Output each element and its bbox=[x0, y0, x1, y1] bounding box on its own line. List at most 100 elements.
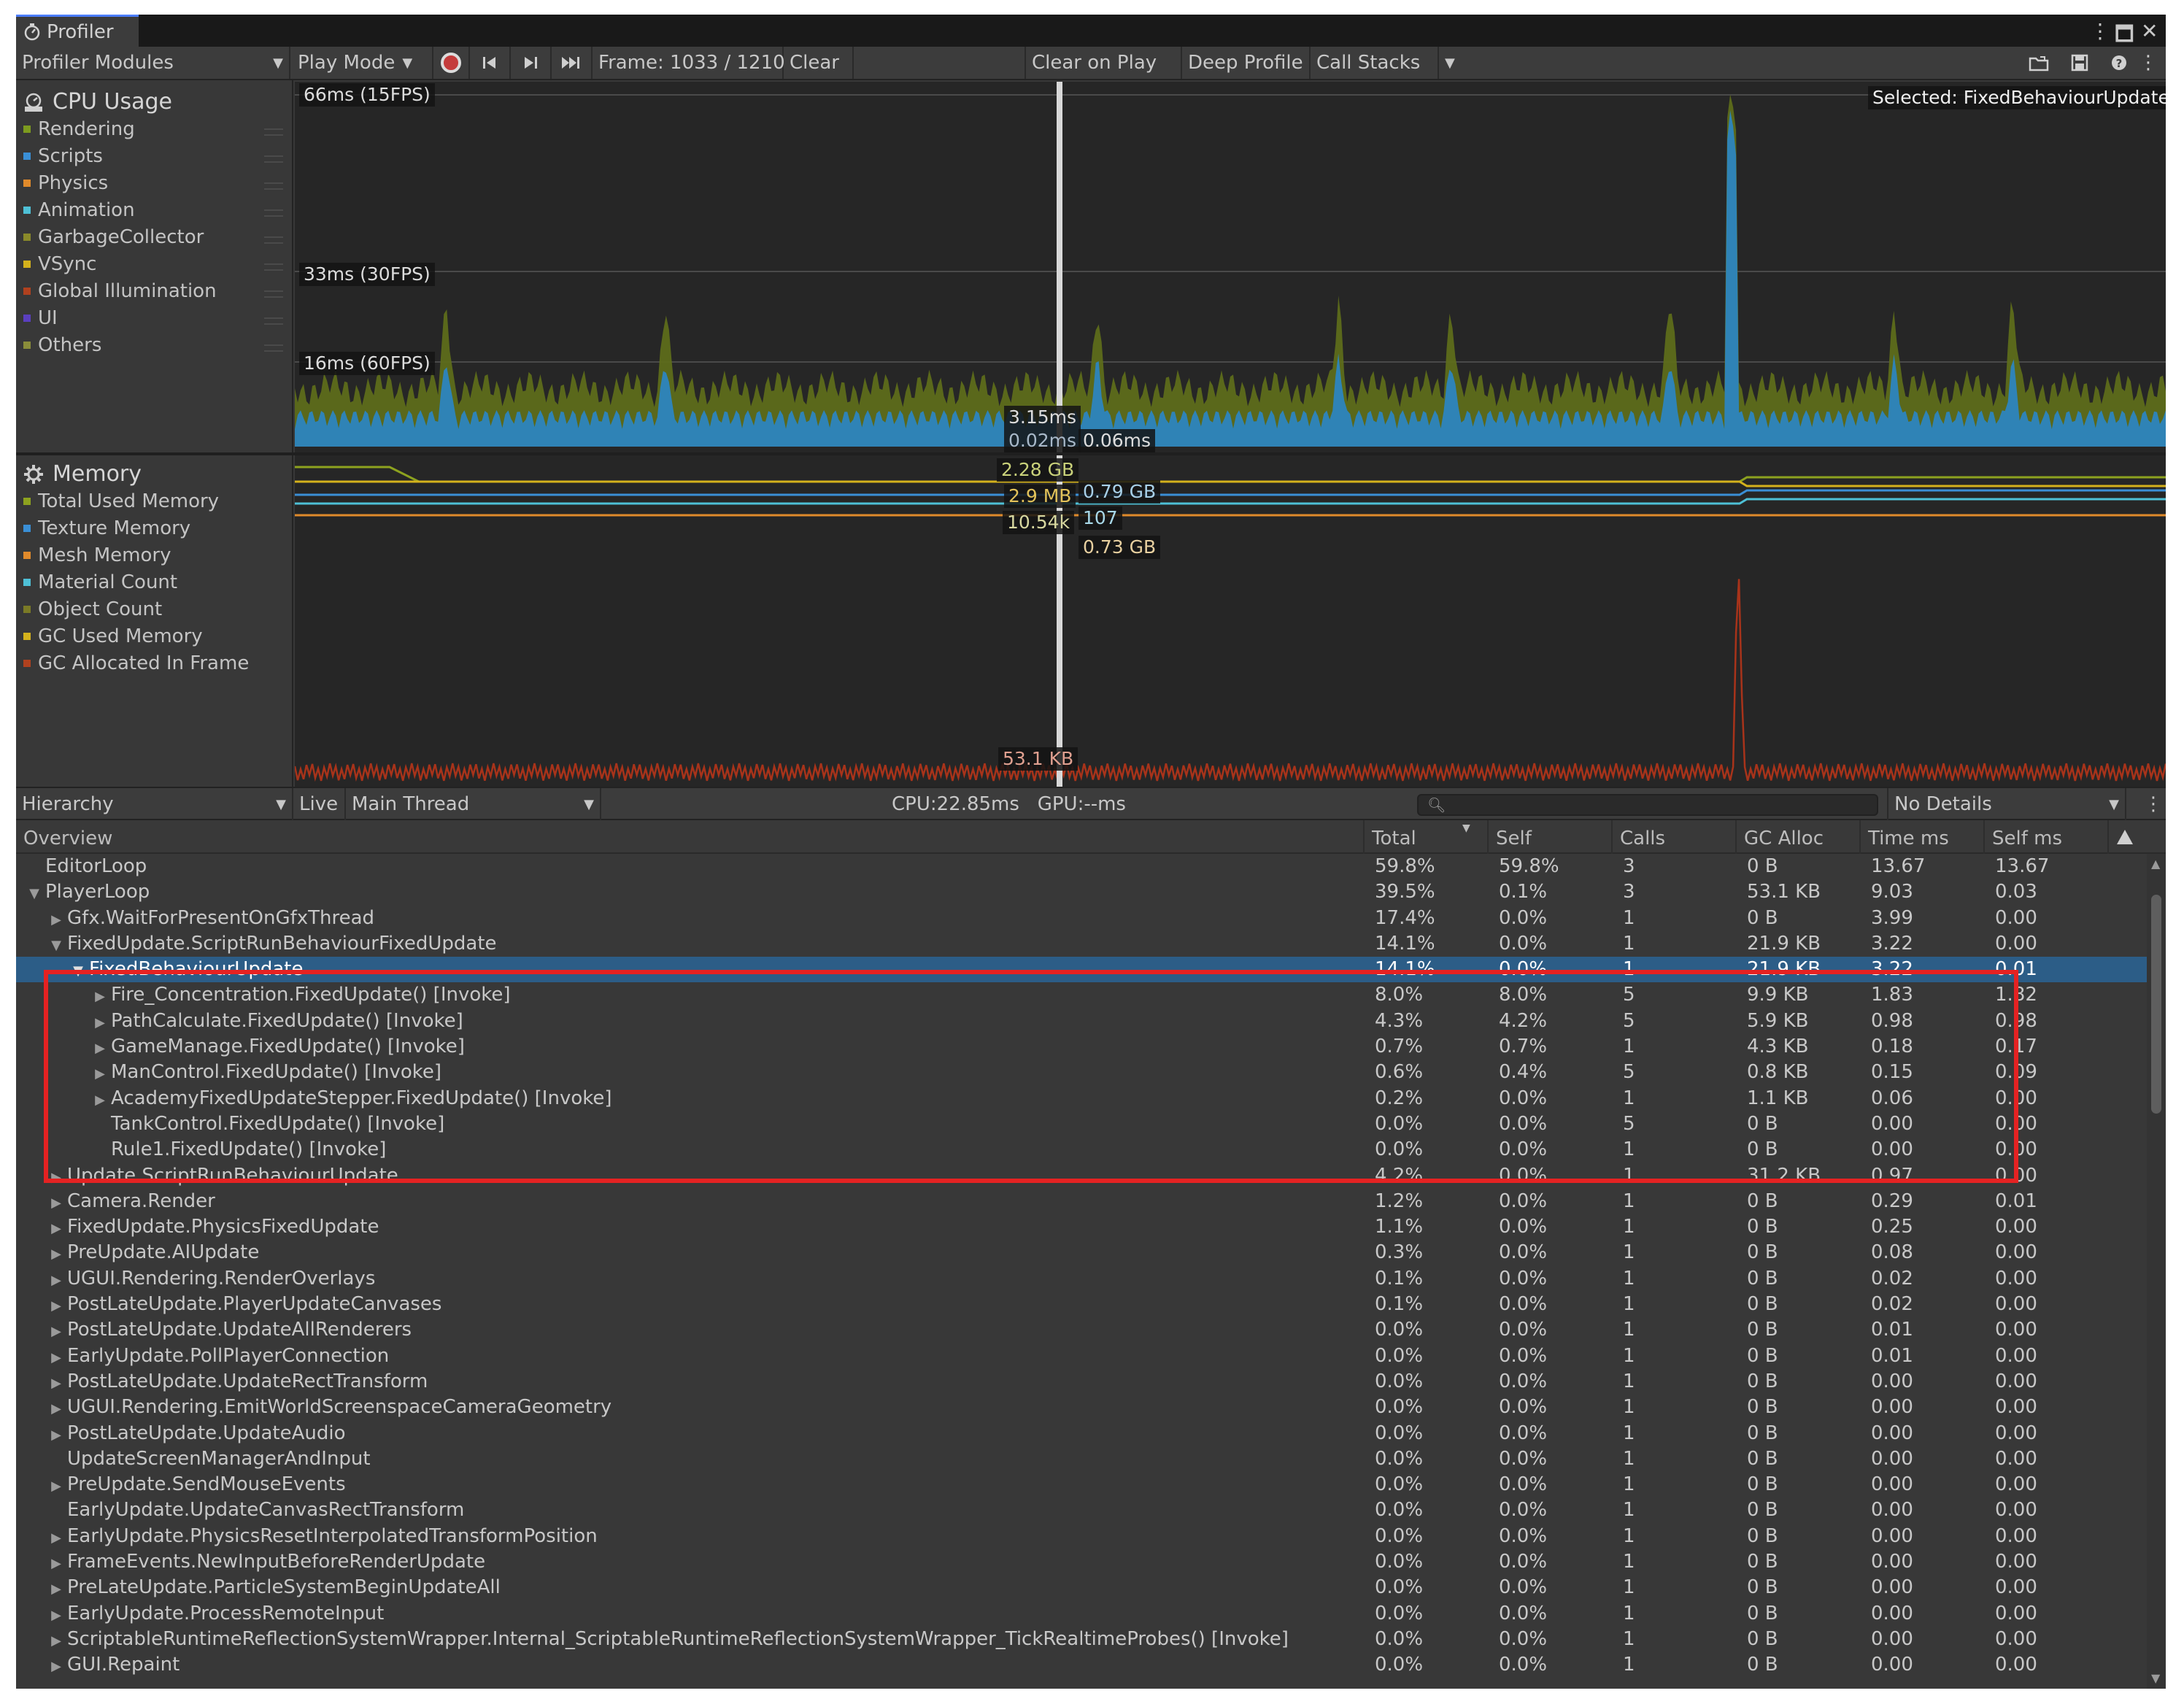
close-icon[interactable]: ✕ bbox=[2141, 19, 2158, 43]
maximize-icon[interactable]: 🗖 bbox=[2115, 22, 2134, 46]
collapsed-arrow-icon[interactable]: ▶ bbox=[51, 1581, 61, 1597]
clear-button[interactable]: Clear bbox=[784, 47, 854, 79]
table-row[interactable]: ▶ PostLateUpdate.PlayerUpdateCanvases 0.1%… bbox=[16, 1292, 2147, 1317]
table-row[interactable]: UpdateScreenManagerAndInput 0.0% 0.0% 1 0 B 0… bbox=[16, 1446, 2147, 1472]
table-row[interactable]: ▼ PlayerLoop 39.5% 0.1% 3 53.1 KB 9.03 0.03 bbox=[16, 879, 2147, 905]
collapsed-arrow-icon[interactable]: ▶ bbox=[95, 1066, 105, 1082]
cpu-legend-item[interactable]: Physics bbox=[23, 172, 108, 194]
column-self-ms[interactable]: Self ms bbox=[1983, 820, 2107, 854]
memory-graph[interactable] bbox=[293, 455, 2166, 787]
more-options-icon[interactable]: ⋮ bbox=[2139, 52, 2158, 74]
collapsed-arrow-icon[interactable]: ▶ bbox=[51, 1427, 61, 1443]
thread-dropdown[interactable]: Main Thread ▼ bbox=[346, 788, 601, 820]
expanded-arrow-icon[interactable]: ▼ bbox=[51, 937, 61, 953]
cpu-legend-item[interactable]: Rendering bbox=[23, 118, 135, 140]
more-options-icon[interactable]: ⋮ bbox=[2144, 793, 2163, 815]
column-total[interactable]: Total ▼ bbox=[1363, 820, 1487, 854]
table-row[interactable]: ▶ ManControl.FixedUpdate() [Invoke] 0.6% 0.… bbox=[16, 1060, 2147, 1085]
call-stacks-dropdown[interactable]: ▼ bbox=[1439, 47, 1461, 79]
load-button[interactable] bbox=[2024, 50, 2053, 76]
column-calls[interactable]: Calls bbox=[1611, 820, 1735, 854]
reorder-handle-icon[interactable] bbox=[264, 128, 283, 136]
table-row[interactable]: ▶ PostLateUpdate.UpdateAudio 0.0% 0.0% 1 0 B 0… bbox=[16, 1421, 2147, 1446]
cpu-legend-item[interactable]: Others bbox=[23, 334, 101, 356]
cpu-legend-item[interactable]: Animation bbox=[23, 199, 135, 221]
deep-profile-button[interactable]: Deep Profile bbox=[1182, 47, 1311, 79]
view-dropdown[interactable]: Hierarchy ▼ bbox=[16, 788, 293, 820]
table-row[interactable]: ▶ UGUI.Rendering.RenderOverlays 0.1% 0.0% 1 0… bbox=[16, 1266, 2147, 1292]
collapsed-arrow-icon[interactable]: ▶ bbox=[51, 1607, 61, 1623]
collapsed-arrow-icon[interactable]: ▶ bbox=[95, 1041, 105, 1057]
memory-legend-item[interactable]: Mesh Memory bbox=[23, 544, 171, 566]
collapsed-arrow-icon[interactable]: ▶ bbox=[51, 1632, 61, 1649]
collapsed-arrow-icon[interactable]: ▶ bbox=[51, 1324, 61, 1340]
cpu-usage-module-header[interactable]: CPU Usage bbox=[23, 89, 172, 115]
record-button[interactable] bbox=[433, 47, 470, 79]
table-row[interactable]: ▶ EarlyUpdate.PollPlayerConnection 0.0% 0.0… bbox=[16, 1343, 2147, 1369]
profiler-tab[interactable]: Profiler bbox=[16, 15, 139, 47]
collapsed-arrow-icon[interactable]: ▶ bbox=[51, 1401, 61, 1417]
reorder-handle-icon[interactable] bbox=[264, 263, 283, 271]
collapsed-arrow-icon[interactable]: ▶ bbox=[51, 1349, 61, 1365]
table-row[interactable]: ▶ FixedUpdate.PhysicsFixedUpdate 1.1% 0.0% 1… bbox=[16, 1214, 2147, 1240]
live-toggle[interactable]: Live bbox=[293, 788, 346, 820]
table-row[interactable]: ▶ GUI.Repaint 0.0% 0.0% 1 0 B 0.00 0.00 bbox=[16, 1652, 2147, 1678]
call-stacks-button[interactable]: Call Stacks bbox=[1311, 47, 1439, 79]
scrollbar-thumb[interactable] bbox=[2151, 895, 2161, 1114]
cpu-usage-chart[interactable]: 66ms (15FPS) 33ms (30FPS) 16ms (60FPS) S… bbox=[295, 82, 2166, 452]
save-button[interactable] bbox=[2065, 50, 2094, 76]
table-row[interactable]: ▶ ScriptableRuntimeReflectionSystemWrappe… bbox=[16, 1627, 2147, 1652]
table-row[interactable]: ▶ AcademyFixedUpdateStepper.FixedUpdate()… bbox=[16, 1086, 2147, 1111]
table-row[interactable]: Rule1.FixedUpdate() [Invoke] 0.0% 0.0% 1 0 B… bbox=[16, 1137, 2147, 1163]
collapsed-arrow-icon[interactable]: ▶ bbox=[51, 1659, 61, 1675]
memory-legend-item[interactable]: Material Count bbox=[23, 571, 177, 593]
cpu-legend-item[interactable]: Scripts bbox=[23, 145, 103, 167]
cpu-legend-item[interactable]: UI bbox=[23, 307, 58, 329]
column-warnings[interactable] bbox=[2107, 820, 2166, 854]
table-row[interactable]: ▶ PreLateUpdate.ParticleSystemBeginUpdate… bbox=[16, 1575, 2147, 1600]
memory-legend-item[interactable]: GC Used Memory bbox=[23, 625, 203, 647]
cpu-legend-item[interactable]: VSync bbox=[23, 253, 96, 275]
memory-legend-item[interactable]: Total Used Memory bbox=[23, 490, 219, 512]
vertical-scrollbar[interactable]: ▲ ▼ bbox=[2147, 854, 2166, 1689]
search-input[interactable]: 🔍︎ bbox=[1417, 794, 1878, 816]
memory-legend-item[interactable]: Object Count bbox=[23, 598, 162, 620]
memory-chart[interactable]: 2.28 GB 2.9 MB 0.79 GB 10.54k 107 0.73 G… bbox=[293, 455, 2166, 787]
collapsed-arrow-icon[interactable]: ▶ bbox=[51, 1195, 61, 1211]
reorder-handle-icon[interactable] bbox=[264, 236, 283, 244]
profiler-modules-dropdown[interactable]: Profiler Modules ▼ bbox=[16, 47, 290, 79]
clear-on-play-button[interactable]: Clear on Play bbox=[1025, 47, 1182, 79]
collapsed-arrow-icon[interactable]: ▶ bbox=[95, 989, 105, 1005]
current-frame-button[interactable] bbox=[552, 47, 593, 79]
column-self[interactable]: Self bbox=[1487, 820, 1611, 854]
table-row[interactable]: ▶ FrameEvents.NewInputBeforeRenderUpdate 0… bbox=[16, 1549, 2147, 1575]
more-options-icon[interactable]: ⋮ bbox=[2090, 19, 2110, 43]
table-row[interactable]: TankControl.FixedUpdate() [Invoke] 0.0% 0.… bbox=[16, 1111, 2147, 1137]
collapsed-arrow-icon[interactable]: ▶ bbox=[95, 1092, 105, 1108]
scroll-up-icon[interactable]: ▲ bbox=[2151, 857, 2161, 871]
reorder-handle-icon[interactable] bbox=[264, 155, 283, 163]
collapsed-arrow-icon[interactable]: ▶ bbox=[51, 1221, 61, 1237]
collapsed-arrow-icon[interactable]: ▶ bbox=[51, 1530, 61, 1546]
expanded-arrow-icon[interactable]: ▼ bbox=[29, 886, 39, 902]
collapsed-arrow-icon[interactable]: ▶ bbox=[51, 1479, 61, 1495]
table-row[interactable]: ▶ EarlyUpdate.PhysicsResetInterpolatedTra… bbox=[16, 1524, 2147, 1549]
reorder-handle-icon[interactable] bbox=[264, 182, 283, 190]
table-row[interactable]: ▶ PostLateUpdate.UpdateRectTransform 0.0% 0… bbox=[16, 1369, 2147, 1395]
table-row[interactable]: EarlyUpdate.UpdateCanvasRectTransform 0.0… bbox=[16, 1497, 2147, 1523]
collapsed-arrow-icon[interactable]: ▶ bbox=[95, 1014, 105, 1030]
collapsed-arrow-icon[interactable]: ▶ bbox=[51, 1298, 61, 1314]
collapsed-arrow-icon[interactable]: ▶ bbox=[51, 1556, 61, 1572]
play-mode-dropdown[interactable]: Play Mode ▼ bbox=[292, 47, 433, 79]
table-row[interactable]: ▼ FixedUpdate.ScriptRunBehaviourFixedUpda… bbox=[16, 931, 2147, 957]
column-overview[interactable]: Overview bbox=[23, 828, 113, 849]
next-frame-button[interactable] bbox=[511, 47, 552, 79]
table-row[interactable]: ▼ FixedBehaviourUpdate 14.1% 0.0% 1 21.9 KB 3.… bbox=[16, 957, 2147, 983]
table-row[interactable]: ▶ UGUI.Rendering.EmitWorldScreenspaceCame… bbox=[16, 1395, 2147, 1420]
table-row[interactable]: ▶ Gfx.WaitForPresentOnGfxThread 17.4% 0.0% 1… bbox=[16, 906, 2147, 931]
table-row[interactable]: ▶ PreUpdate.SendMouseEvents 0.0% 0.0% 1 0 B 0.… bbox=[16, 1472, 2147, 1497]
scroll-down-icon[interactable]: ▼ bbox=[2151, 1671, 2161, 1685]
reorder-handle-icon[interactable] bbox=[264, 290, 283, 298]
help-button[interactable]: ? bbox=[2104, 50, 2134, 76]
column-gc-alloc[interactable]: GC Alloc bbox=[1735, 820, 1859, 854]
